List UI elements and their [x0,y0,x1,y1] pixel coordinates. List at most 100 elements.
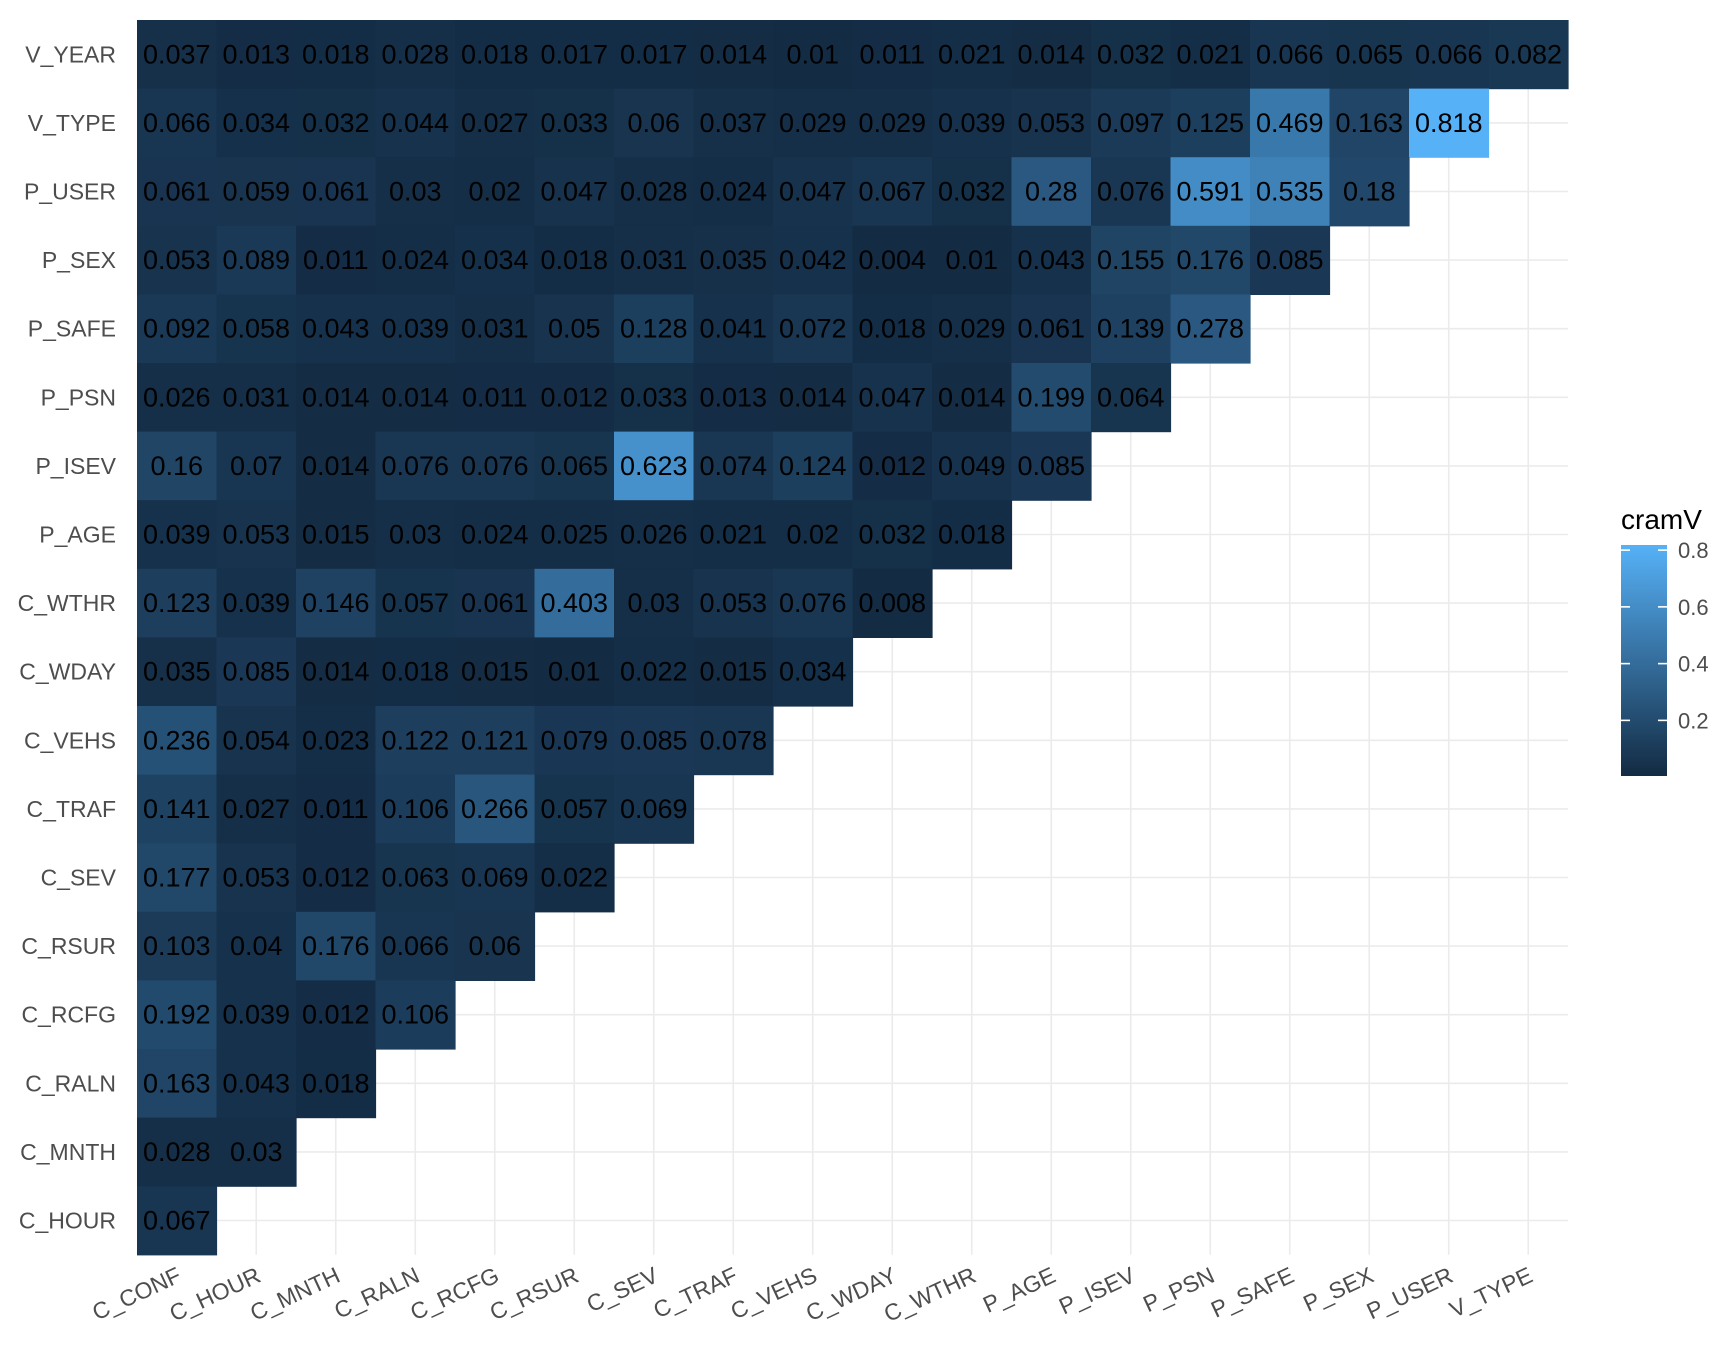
heatmap-cell [1170,225,1251,295]
cell-value-label: 0.067 [143,1206,211,1236]
heatmap-cell [1011,20,1092,90]
heatmap-cell [534,88,615,158]
heatmap-cell [137,1186,218,1256]
cell-value-label: 0.017 [540,39,608,69]
cell-value-label: 0.011 [303,245,369,275]
heatmap-cell [216,1117,297,1187]
cell-value-label: 0.079 [540,725,608,755]
cell-value-label: 0.092 [143,314,211,344]
cell-value-label: 0.177 [143,863,211,893]
heatmap-cell [216,843,297,913]
heatmap-cell [614,774,695,844]
heatmap-cell [455,774,536,844]
cell-value-label: 0.18 [1343,177,1396,207]
heatmap-cell [296,637,377,707]
cell-value-label: 0.026 [143,382,211,412]
cell-value-label: 0.022 [540,863,608,893]
cell-value-label: 0.053 [1017,108,1085,138]
cell-value-label: 0.176 [302,931,370,961]
cell-value-label: 0.03 [230,1137,283,1167]
cell-value-label: 0.123 [143,588,211,618]
heatmap-cell [216,157,297,227]
x-tick-label: C_HOUR [165,1262,264,1327]
heatmap-cell [614,706,695,776]
cell-value-label: 0.01 [786,39,839,69]
cell-value-label: 0.236 [143,725,211,755]
heatmap-cell [375,568,456,638]
cell-value-label: 0.018 [302,1068,370,1098]
heatmap-cell [1011,225,1092,295]
cell-value-label: 0.015 [302,520,370,550]
heatmap-cell [455,843,536,913]
color-legend: cramV 0.2 0.4 0.6 0.8 [1621,504,1709,776]
heatmap-cell [852,157,933,227]
heatmap-cell [1091,294,1172,364]
heatmap-cell [534,157,615,227]
cell-value-label: 0.076 [1097,177,1165,207]
x-tick-label: C_WTHR [880,1262,980,1327]
x-tick-label: P_AGE [979,1262,1060,1318]
y-tick-label: C_WTHR [18,590,116,616]
cell-value-label: 0.014 [699,39,767,69]
heatmap-cell [534,706,615,776]
cell-value-label: 0.028 [381,39,449,69]
heatmap-cell [137,431,218,501]
y-tick-label: C_MNTH [20,1139,116,1165]
cell-value-label: 0.012 [302,863,370,893]
cell-value-label: 0.014 [302,657,370,687]
heatmap-cell [375,500,456,570]
cell-value-label: 0.032 [858,520,926,550]
heatmap-cell [375,88,456,158]
cell-value-label: 0.018 [938,520,1006,550]
heatmap-cell [773,431,854,501]
cell-value-label: 0.085 [1256,245,1324,275]
cell-value-label: 0.05 [548,314,601,344]
cell-value-label: 0.097 [1097,108,1165,138]
x-tick-label: C_RCFG [406,1262,503,1326]
cell-value-label: 0.023 [302,725,370,755]
y-tick-label: P_PSN [41,384,116,410]
heatmap-cell [455,294,536,364]
heatmap-cell [614,20,695,90]
cell-value-label: 0.067 [858,177,926,207]
heatmap-cell [1170,157,1251,227]
cell-value-label: 0.037 [143,39,211,69]
cell-value-label: 0.103 [143,931,211,961]
x-tick-label: C_RSUR [486,1262,583,1326]
heatmap-cell [1250,225,1331,295]
cell-value-label: 0.039 [381,314,449,344]
heatmap-cell [1409,88,1490,158]
heatmap-cell [534,568,615,638]
cell-value-label: 0.027 [461,108,529,138]
heatmap-cell [137,911,218,981]
cell-value-label: 0.535 [1256,177,1324,207]
cell-value-label: 0.026 [620,520,688,550]
cell-value-label: 0.021 [699,520,767,550]
cell-value-label: 0.014 [302,382,370,412]
cell-value-label: 0.029 [938,314,1006,344]
heatmap-cell [1091,20,1172,90]
heatmap-cell [773,637,854,707]
heatmap-cell [534,843,615,913]
cell-value-label: 0.047 [779,177,847,207]
heatmap-cell [1091,363,1172,433]
cell-value-label: 0.02 [786,520,839,550]
heatmap-cell [375,843,456,913]
heatmap-cell [375,294,456,364]
cell-value-label: 0.053 [222,863,290,893]
cell-value-label: 0.066 [1256,39,1324,69]
cell-value-label: 0.013 [699,382,767,412]
cell-value-label: 0.04 [230,931,283,961]
heatmap-cell [137,225,218,295]
heatmap-cell [693,363,774,433]
heatmap-cell [1170,294,1251,364]
heatmap-cell [693,157,774,227]
cell-value-label: 0.106 [381,1000,449,1030]
heatmap-cell [534,637,615,707]
heatmap-cell [137,568,218,638]
heatmap-cell [693,88,774,158]
heatmap-cell [296,363,377,433]
y-tick-label: V_TYPE [28,110,116,136]
cell-value-label: 0.043 [1017,245,1085,275]
cell-value-label: 0.011 [859,39,925,69]
